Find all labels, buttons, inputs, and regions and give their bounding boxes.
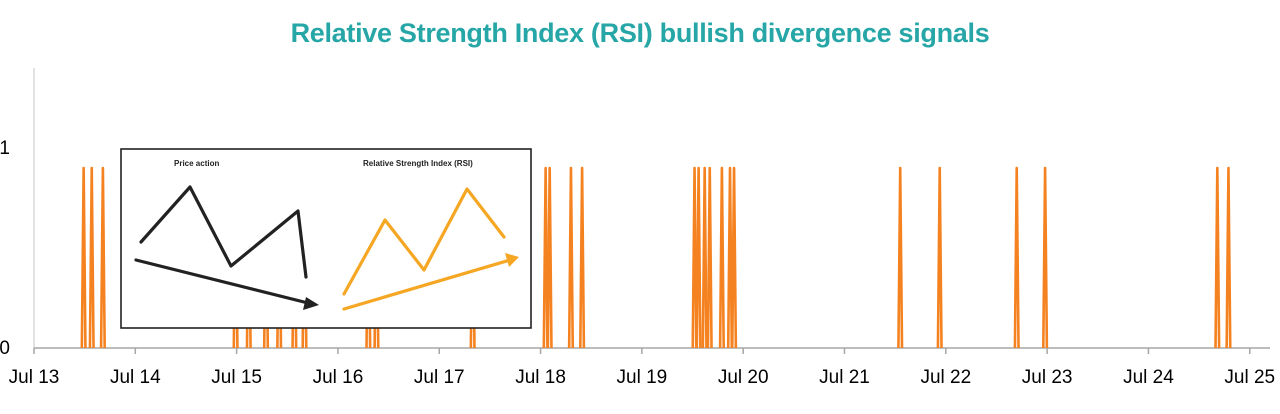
rsi-divergence-inset: Price action Relative Strength Index (RS… xyxy=(120,148,532,329)
signal-spike xyxy=(567,166,575,349)
rsi-zigzag-line xyxy=(342,187,506,296)
signal-spike xyxy=(718,166,726,349)
price-arrow-head xyxy=(303,297,319,310)
price-zigzag-line xyxy=(139,185,308,279)
signal-spike xyxy=(99,166,106,349)
signal-spike xyxy=(542,166,549,349)
signal-spike xyxy=(936,166,943,349)
signal-spike xyxy=(1013,166,1020,349)
chart-title: Relative Strength Index (RSI) bullish di… xyxy=(290,18,990,48)
x-tick-label: Jul 22 xyxy=(920,367,971,388)
x-tick-label: Jul 25 xyxy=(1224,367,1275,388)
signal-spike xyxy=(546,166,553,349)
axes xyxy=(33,68,1270,349)
signal-spike xyxy=(730,166,738,349)
x-tick-label: Jul 15 xyxy=(211,367,262,388)
x-tick-label: Jul 23 xyxy=(1022,367,1073,388)
x-tick-label: Jul 18 xyxy=(515,367,566,388)
x-tick-label: Jul 17 xyxy=(414,367,465,388)
inset-rsi-title: Relative Strength Index (RSI) xyxy=(363,159,473,168)
rsi-trend-arrow xyxy=(342,258,512,311)
y-tick-label: 1 xyxy=(0,138,10,159)
signal-spike xyxy=(578,166,586,349)
signal-spike xyxy=(726,166,734,349)
signal-spike xyxy=(691,166,698,349)
signal-spike xyxy=(695,166,702,349)
x-tick-label: Jul 21 xyxy=(819,367,870,388)
signal-spike xyxy=(80,166,87,349)
y-tick-label: 0 xyxy=(0,338,10,359)
signal-spike xyxy=(1041,166,1049,349)
signal-spike xyxy=(1214,166,1221,349)
inset-price-action-title: Price action xyxy=(174,159,219,168)
x-tick-label: Jul 20 xyxy=(718,367,769,388)
signal-spike xyxy=(1225,166,1232,349)
price-trend-arrow xyxy=(134,258,314,306)
x-tick-label: Jul 14 xyxy=(110,367,161,388)
x-ticks: Jul 13 Jul 14 Jul 15 Jul 16 Jul 17 Jul 18 Jul … xyxy=(9,348,1275,388)
x-tick-label: Jul 16 xyxy=(313,367,364,388)
signal-spike xyxy=(897,166,904,349)
x-tick-label: Jul 13 xyxy=(9,367,60,388)
inset-frame xyxy=(120,148,532,329)
x-tick-label: Jul 24 xyxy=(1123,367,1174,388)
x-tick-label: Jul 19 xyxy=(617,367,668,388)
y-ticks: 01 xyxy=(0,138,10,359)
signal-spike xyxy=(701,166,708,349)
rsi-arrow-head xyxy=(505,253,519,267)
signal-spike xyxy=(706,166,713,349)
signal-spike xyxy=(88,166,95,349)
